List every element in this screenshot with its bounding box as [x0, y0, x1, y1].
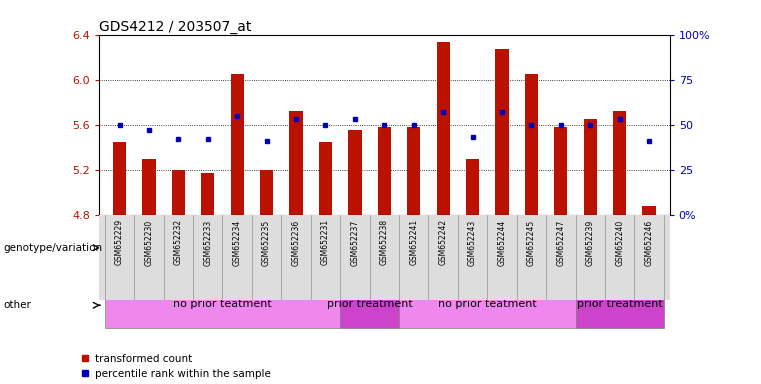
Bar — [260, 170, 273, 215]
Text: GSM652235: GSM652235 — [262, 219, 271, 265]
Bar — [407, 127, 420, 215]
Bar — [105, 283, 340, 328]
Text: genotype/variation: genotype/variation — [4, 243, 103, 253]
Bar — [399, 225, 664, 270]
Text: GSM652240: GSM652240 — [615, 219, 624, 265]
Text: GDS4212 / 203507_at: GDS4212 / 203507_at — [99, 20, 251, 33]
Text: GSM652242: GSM652242 — [438, 219, 447, 265]
Text: prior treatment: prior treatment — [326, 299, 412, 309]
Bar — [613, 111, 626, 215]
Text: GSM652247: GSM652247 — [556, 219, 565, 265]
Text: other: other — [4, 300, 32, 310]
Text: GSM652241: GSM652241 — [409, 219, 419, 265]
Text: no prior teatment: no prior teatment — [173, 299, 272, 309]
Bar — [437, 43, 450, 215]
Text: non-del11q: non-del11q — [500, 242, 563, 252]
Bar — [377, 127, 391, 215]
Text: GSM652236: GSM652236 — [291, 219, 301, 265]
Bar — [466, 159, 479, 215]
Text: GSM652230: GSM652230 — [145, 219, 154, 265]
Bar — [231, 74, 244, 215]
Text: GSM652237: GSM652237 — [350, 219, 359, 265]
Text: GSM652232: GSM652232 — [174, 219, 183, 265]
Text: GSM652231: GSM652231 — [321, 219, 330, 265]
Bar — [525, 74, 538, 215]
Bar — [495, 49, 508, 215]
Text: GSM652234: GSM652234 — [233, 219, 242, 265]
Bar — [340, 283, 399, 328]
Bar — [113, 142, 126, 215]
Text: GSM652246: GSM652246 — [645, 219, 654, 265]
Text: GSM652244: GSM652244 — [498, 219, 507, 265]
Text: GSM652229: GSM652229 — [115, 219, 124, 265]
Bar — [201, 173, 215, 215]
Text: GSM652243: GSM652243 — [468, 219, 477, 265]
Text: no prior teatment: no prior teatment — [438, 299, 537, 309]
Bar — [172, 170, 185, 215]
Legend: transformed count, percentile rank within the sample: transformed count, percentile rank withi… — [81, 354, 271, 379]
Text: GSM652233: GSM652233 — [203, 219, 212, 265]
Bar — [642, 206, 656, 215]
Bar — [105, 225, 399, 270]
Text: GSM652239: GSM652239 — [586, 219, 595, 265]
Bar — [289, 111, 303, 215]
Bar — [575, 283, 664, 328]
Bar — [142, 159, 155, 215]
Bar — [399, 283, 575, 328]
Text: GSM652245: GSM652245 — [527, 219, 536, 265]
Text: del11q: del11q — [233, 242, 271, 252]
Text: prior treatment: prior treatment — [577, 299, 663, 309]
Bar — [554, 127, 568, 215]
Bar — [319, 142, 332, 215]
Bar — [584, 119, 597, 215]
Bar — [349, 131, 361, 215]
Text: GSM652238: GSM652238 — [380, 219, 389, 265]
Bar — [99, 215, 670, 300]
